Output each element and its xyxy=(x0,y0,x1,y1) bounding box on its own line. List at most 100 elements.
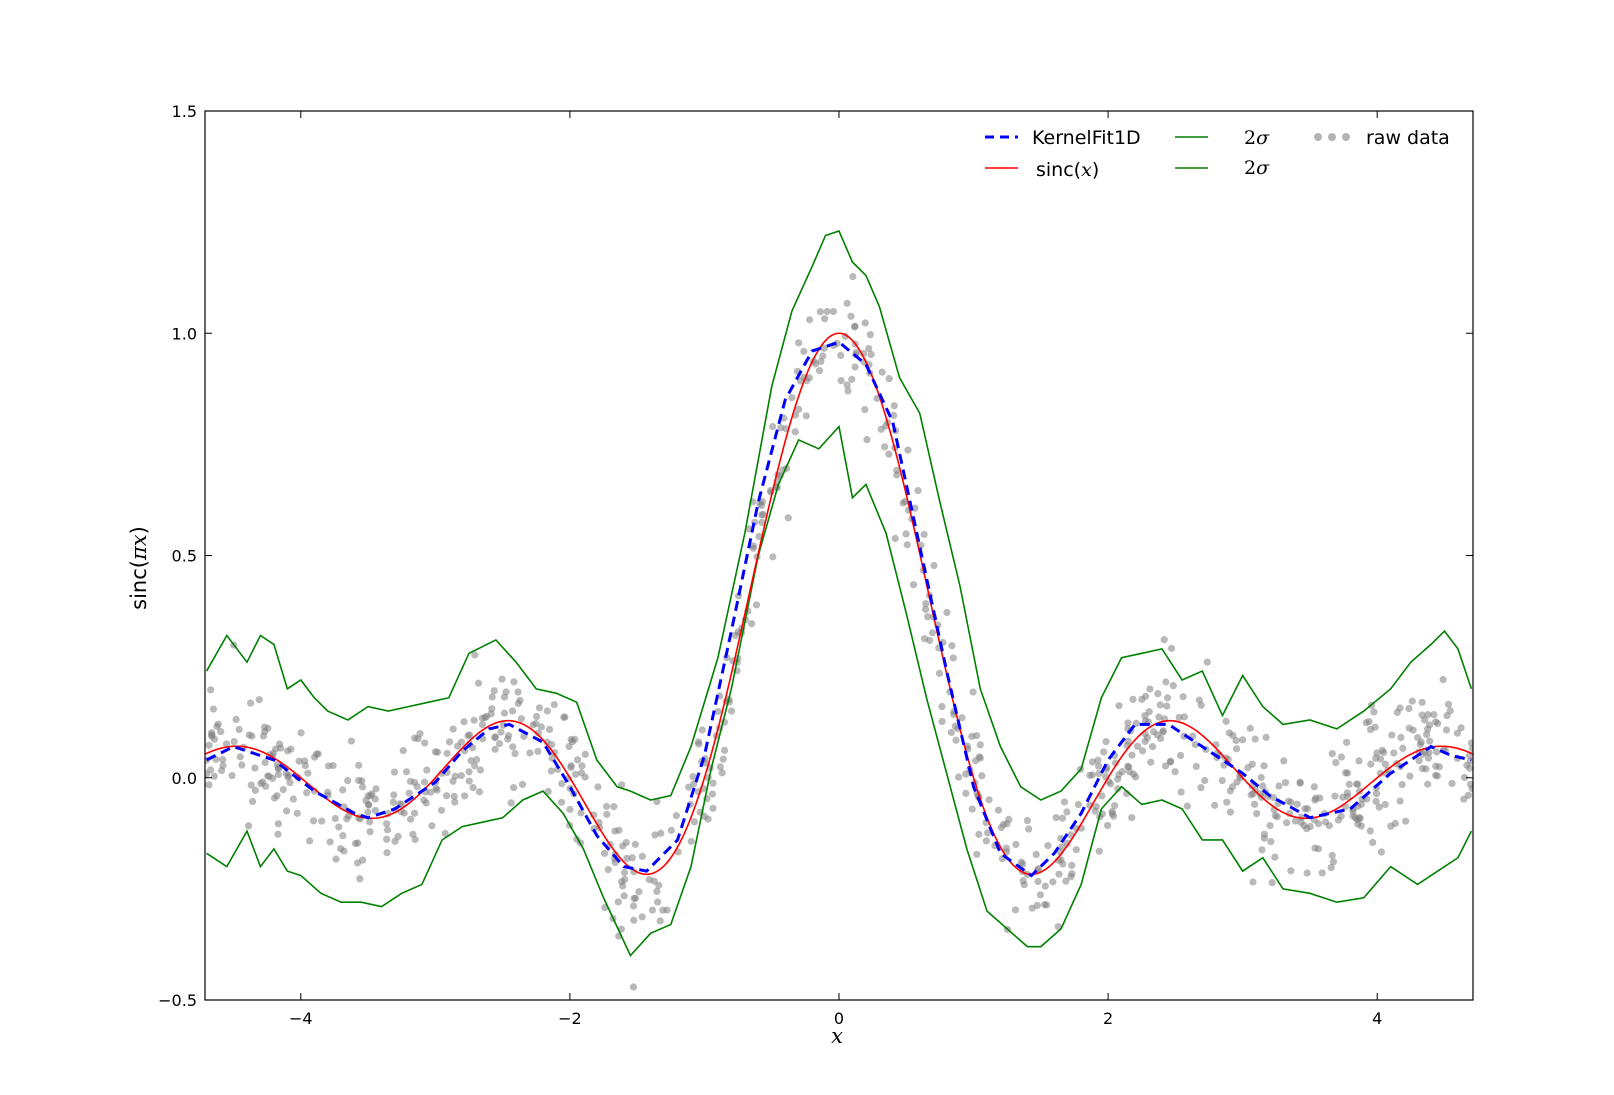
raw-data-point xyxy=(1040,900,1049,909)
raw-data-point xyxy=(924,613,932,621)
raw-data-point xyxy=(383,826,392,834)
raw-data-point xyxy=(1343,738,1351,746)
raw-data-point xyxy=(1141,692,1150,700)
raw-data-point xyxy=(1283,819,1291,827)
raw-data-point xyxy=(577,809,585,817)
raw-data-point xyxy=(620,868,629,877)
raw-data-point xyxy=(547,767,555,775)
raw-data-point xyxy=(332,855,340,863)
raw-data-point xyxy=(695,740,703,748)
upper-2sigma-line xyxy=(205,230,1473,801)
raw-data-point xyxy=(1239,736,1247,744)
raw-data-point xyxy=(1375,803,1383,811)
axes: −4 −2 0 2 4 −0.5 0.0 0.5 1.0 1.5 xyxy=(158,102,1474,1028)
raw-data-point xyxy=(1115,771,1123,779)
raw-data-point xyxy=(1260,830,1269,838)
raw-data-point xyxy=(731,631,740,640)
raw-data-point xyxy=(273,761,281,769)
raw-data-point xyxy=(427,788,435,796)
raw-data-point xyxy=(1058,814,1067,822)
raw-data-point xyxy=(685,783,693,791)
raw-data-point xyxy=(508,707,517,715)
raw-data-point xyxy=(1129,770,1138,778)
raw-data-point xyxy=(752,601,761,609)
raw-data-point xyxy=(948,642,956,650)
kernelfit-line xyxy=(205,340,1472,878)
raw-data-point xyxy=(1111,802,1119,810)
raw-data-point xyxy=(602,802,611,810)
raw-data-point xyxy=(461,792,469,800)
raw-data-point xyxy=(1098,792,1106,800)
raw-data-point xyxy=(228,771,236,780)
raw-data-point xyxy=(534,747,542,756)
raw-data-point xyxy=(1281,778,1290,787)
y-axis-label: sinc(πx) xyxy=(127,526,151,610)
raw-data-point xyxy=(402,768,411,776)
raw-data-point xyxy=(1246,724,1254,732)
raw-data-point xyxy=(208,732,216,740)
raw-data-point xyxy=(420,778,429,786)
raw-data-point xyxy=(517,715,525,723)
raw-data-point xyxy=(383,820,391,828)
raw-data-point xyxy=(969,688,977,696)
raw-data-point xyxy=(1328,851,1336,859)
raw-data-point xyxy=(1036,891,1044,899)
raw-data-point xyxy=(1108,810,1116,818)
raw-data-point xyxy=(246,699,255,707)
raw-data-point xyxy=(635,888,643,896)
raw-data-point xyxy=(571,770,580,778)
raw-data-point xyxy=(1032,850,1040,859)
raw-data-point xyxy=(861,319,869,327)
legend-marker-raw-1 xyxy=(1314,133,1322,141)
raw-data-point xyxy=(1354,820,1362,828)
raw-data-point xyxy=(422,799,430,807)
raw-data-point xyxy=(1253,810,1261,818)
raw-data-point xyxy=(758,511,766,519)
raw-data-point xyxy=(481,714,489,722)
raw-data-point xyxy=(1422,765,1430,773)
raw-data-point xyxy=(594,783,602,791)
raw-data-point xyxy=(1396,797,1404,805)
raw-data-point xyxy=(309,817,318,825)
raw-data-point xyxy=(383,835,391,843)
raw-data-point xyxy=(213,722,221,731)
raw-data-point xyxy=(303,789,311,797)
raw-data-point xyxy=(1011,906,1020,914)
raw-data-point xyxy=(1041,882,1049,890)
raw-data-point xyxy=(1138,747,1147,755)
raw-data-point xyxy=(301,757,309,765)
raw-data-point xyxy=(623,854,631,862)
raw-data-point xyxy=(443,749,451,758)
raw-data-point xyxy=(544,787,552,796)
raw-data-point xyxy=(504,735,512,743)
raw-data-point xyxy=(543,707,552,715)
raw-data-point xyxy=(210,772,218,780)
raw-data-point xyxy=(769,553,777,561)
raw-data-point xyxy=(861,405,869,414)
raw-data-point xyxy=(351,839,360,848)
raw-data-point xyxy=(1287,867,1295,875)
raw-data-point xyxy=(1197,701,1205,709)
raw-data-point xyxy=(1415,757,1423,765)
raw-data-point xyxy=(1405,704,1413,713)
raw-data-point xyxy=(638,852,646,860)
raw-data-point xyxy=(500,693,509,701)
raw-data-point xyxy=(891,534,899,543)
raw-data-point xyxy=(1339,793,1347,801)
raw-data-point xyxy=(272,745,280,753)
raw-data-point xyxy=(1397,733,1405,742)
raw-data-point xyxy=(411,734,419,742)
raw-data-point xyxy=(1244,764,1252,772)
raw-data-point xyxy=(920,530,928,539)
raw-data-point xyxy=(1060,798,1069,806)
raw-data-point xyxy=(949,654,957,662)
raw-data-point xyxy=(499,721,507,729)
raw-data-point xyxy=(1321,818,1330,826)
raw-data-point xyxy=(1370,708,1378,716)
raw-data-point xyxy=(1267,837,1275,846)
raw-data-point xyxy=(837,351,845,360)
raw-data-point xyxy=(689,773,697,781)
raw-data-point xyxy=(848,375,856,383)
raw-data-point xyxy=(1378,746,1386,754)
raw-data-point xyxy=(844,387,852,395)
